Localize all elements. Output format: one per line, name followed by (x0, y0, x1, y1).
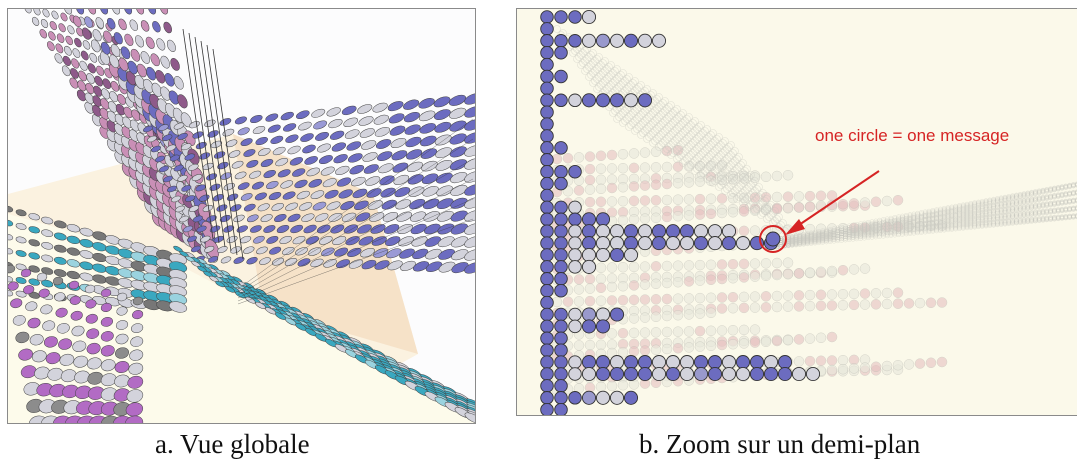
panel-global-view (7, 8, 476, 424)
annotation: one circle = one message (759, 126, 1009, 253)
caption-half-plane-zoom: b. Zoom sur un demi-plan (639, 429, 921, 459)
message-threads (540, 9, 821, 415)
annotation-text: one circle = one message (815, 126, 1009, 145)
annotation-arrow (792, 170, 880, 230)
three-d-scene (8, 9, 475, 423)
highlight-ring (759, 225, 787, 253)
panel-half-plane-zoom: one circle = one message (516, 8, 1077, 416)
global-3d-view (8, 9, 475, 423)
half-plane-zoom-view: one circle = one message (517, 9, 1077, 415)
arrow-head-icon (785, 219, 805, 235)
caption-global-view: a. Vue globale (155, 429, 310, 459)
